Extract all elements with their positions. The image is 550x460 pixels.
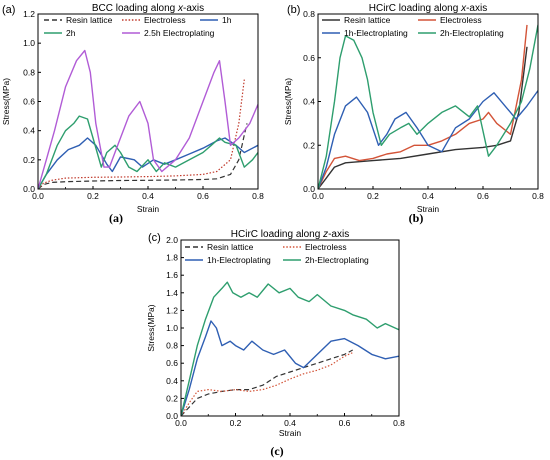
x-tick-label: 0.6 <box>477 191 489 201</box>
y-tick-label: 0.6 <box>23 97 35 107</box>
series-line-4 <box>181 281 399 416</box>
panel-label: (a) <box>2 4 15 16</box>
series-lines <box>318 24 538 189</box>
y-tick-label: 0.4 <box>166 376 178 386</box>
x-tick-label: 0.0 <box>175 418 187 428</box>
x-tick-label: 0.2 <box>230 418 242 428</box>
y-tick-label: 1.4 <box>166 288 178 298</box>
panel-label: (b) <box>287 4 300 16</box>
y-axis-label: Stress(MPa) <box>146 304 156 351</box>
legend: Resin lattice Electroless 1h-Electroplatin… <box>322 15 504 38</box>
chart-title: HCirC loading along x-axis <box>369 3 487 14</box>
legend-label-2: Electroless <box>305 242 347 252</box>
series-line-4 <box>318 24 538 189</box>
legend: Resin lattice Electroless 1h-Electroplatin… <box>185 242 369 265</box>
legend-label-3: 1h <box>222 15 232 25</box>
chart-panel-1: (a) BCC loading along x-axis 0.0 0.2 0.4 0.6 0… <box>1 3 264 225</box>
panel-label: (c) <box>148 232 161 244</box>
x-axis-label: Strain <box>137 204 159 214</box>
legend-label-1: Resin lattice <box>207 242 254 252</box>
series-line-3 <box>181 320 399 416</box>
series-line-1 <box>318 46 528 189</box>
y-axis-label: Stress(MPa) <box>1 78 11 125</box>
series-line-2 <box>181 352 353 416</box>
y-tick-label: 0.6 <box>166 358 178 368</box>
x-tick-label: 0.8 <box>393 418 405 428</box>
x-axis-label: Strain <box>279 428 301 438</box>
y-tick-label: 0.8 <box>166 341 178 351</box>
x-tick-label: 0.8 <box>252 191 264 201</box>
y-tick-label: 2.0 <box>166 235 178 245</box>
legend-label-2: Electroless <box>144 15 186 25</box>
legend-label-4: 2h-Electroplating <box>440 28 504 38</box>
y-tick-label: 1.8 <box>166 253 178 263</box>
x-tick-label: 0.0 <box>32 191 44 201</box>
x-axis-label: Strain <box>417 204 439 214</box>
x-tick-label: 0.2 <box>367 191 379 201</box>
chart-title: BCC loading along x-axis <box>92 3 204 14</box>
y-tick-label: 1.6 <box>166 270 178 280</box>
y-tick-label: 0.0 <box>303 184 315 194</box>
series-lines <box>181 281 399 416</box>
panel-caption: (b) <box>409 211 424 225</box>
x-tick-label: 0.4 <box>422 191 434 201</box>
y-tick-label: 0.2 <box>166 393 178 403</box>
y-tick-label: 1.0 <box>166 323 178 333</box>
x-tick-label: 0.4 <box>284 418 296 428</box>
y-tick-label: 0.2 <box>23 155 35 165</box>
legend-label-1: Resin lattice <box>66 15 113 25</box>
series-lines <box>38 49 258 189</box>
y-tick-label: 0.0 <box>23 184 35 194</box>
x-tick-label: 0.6 <box>339 418 351 428</box>
legend-label-4: 2h-Electroplating <box>305 255 369 265</box>
y-tick-label: 0.4 <box>23 126 35 136</box>
panel-caption: (a) <box>109 211 123 225</box>
series-line-1 <box>181 349 353 416</box>
legend: Resin lattice Electroless 1h 2h 2.5h Electro… <box>44 15 232 38</box>
legend-label-3: 1h-Electroplating <box>207 255 271 265</box>
series-line-4 <box>38 115 258 189</box>
y-axis-label: Stress(MPa) <box>283 78 293 125</box>
x-tick-label: 0.4 <box>142 191 154 201</box>
plot-frame <box>180 239 400 417</box>
chart-panel-2: (b) HCirC loading along x-axis 0.0 0.2 0.4 0.… <box>283 3 544 225</box>
series-line-2 <box>318 24 528 189</box>
x-tick-label: 0.6 <box>197 191 209 201</box>
x-tick-label: 0.0 <box>312 191 324 201</box>
y-tick-label: 0.4 <box>303 97 315 107</box>
y-tick-label: 1.2 <box>23 9 35 19</box>
panel-caption: (c) <box>270 444 283 458</box>
x-tick-label: 0.8 <box>532 191 544 201</box>
chart-panel-3: (c) HCirC loading along z-axis 0.0 0.2 0.4 0.… <box>146 229 405 458</box>
legend-label-5: 2.5h Electroplating <box>144 28 215 38</box>
y-tick-label: 1.0 <box>23 38 35 48</box>
y-tick-label: 0.8 <box>23 67 35 77</box>
y-tick-label: 0.6 <box>303 53 315 63</box>
legend-label-3: 1h-Electroplating <box>344 28 408 38</box>
series-line-1 <box>38 123 248 189</box>
chart-title: HCirC loading along z-axis <box>231 229 349 240</box>
legend-label-4: 2h <box>66 28 76 38</box>
series-line-3 <box>318 90 538 189</box>
series-line-5 <box>38 49 258 189</box>
y-tick-label: 1.2 <box>166 305 178 315</box>
x-tick-label: 0.2 <box>87 191 99 201</box>
legend-label-1: Resin lattice <box>344 15 391 25</box>
y-tick-label: 0.2 <box>303 140 315 150</box>
legend-label-2: Electroless <box>440 15 482 25</box>
y-tick-label: 0.8 <box>303 9 315 19</box>
series-line-2 <box>38 79 245 189</box>
y-tick-label: 0.0 <box>166 411 178 421</box>
